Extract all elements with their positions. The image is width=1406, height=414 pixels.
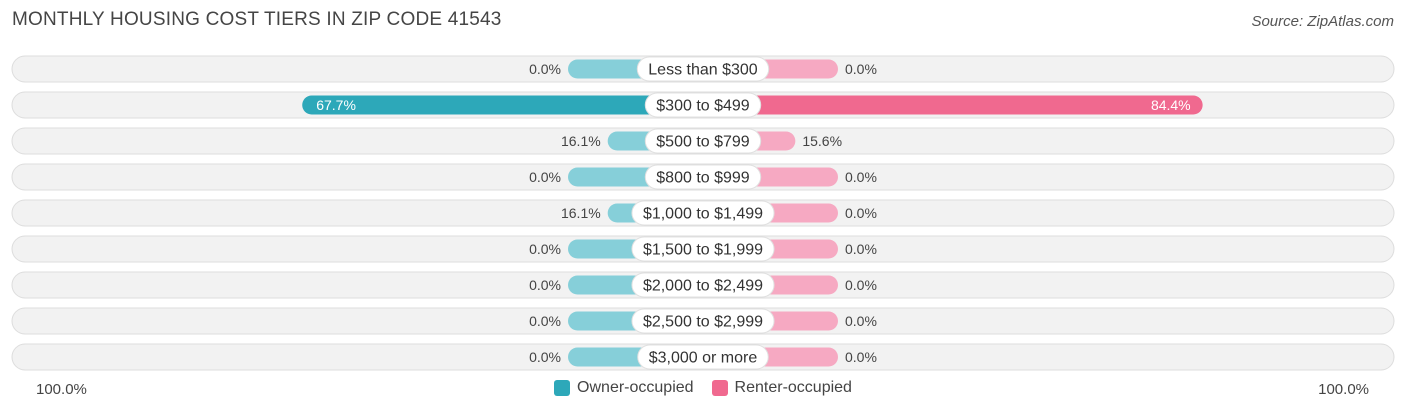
renter-value-label: 0.0% bbox=[845, 205, 877, 221]
category-label: $800 to $999 bbox=[656, 170, 750, 187]
legend-owner-label: Owner-occupied bbox=[577, 379, 694, 396]
owner-bar bbox=[302, 95, 703, 115]
category-pill bbox=[644, 164, 762, 190]
chart-title: MONTHLY HOUSING COST TIERS IN ZIP CODE 4… bbox=[12, 9, 502, 30]
category-label: $3,000 or more bbox=[649, 350, 758, 367]
owner-value-label: 16.1% bbox=[561, 205, 601, 221]
owner-value-label: 16.1% bbox=[561, 133, 601, 149]
owner-value-label: 0.0% bbox=[529, 313, 561, 329]
owner-value-label: 0.0% bbox=[529, 277, 561, 293]
renter-value-label: 15.6% bbox=[802, 133, 842, 149]
axis-right-label: 100.0% bbox=[1318, 381, 1369, 398]
owner-value-label: 0.0% bbox=[529, 61, 561, 77]
renter-value-label: 0.0% bbox=[845, 313, 877, 329]
owner-value-label: 0.0% bbox=[529, 349, 561, 365]
axis-left-label: 100.0% bbox=[36, 381, 87, 398]
renter-value-label: 0.0% bbox=[845, 61, 877, 77]
category-pill bbox=[631, 200, 775, 226]
category-label: Less than $300 bbox=[648, 62, 758, 79]
renter-value-label: 0.0% bbox=[845, 277, 877, 293]
category-pill bbox=[636, 56, 770, 82]
category-label: $1,500 to $1,999 bbox=[643, 242, 763, 259]
category-label: $500 to $799 bbox=[656, 134, 750, 151]
renter-value-label: 0.0% bbox=[845, 349, 877, 365]
owner-swatch bbox=[554, 380, 571, 396]
category-label: $2,500 to $2,999 bbox=[643, 314, 763, 331]
category-pill bbox=[631, 236, 775, 262]
category-label: $2,000 to $2,499 bbox=[643, 278, 763, 295]
renter-bar bbox=[703, 95, 1203, 115]
owner-value-label: 0.0% bbox=[529, 169, 561, 185]
owner-value-label: 0.0% bbox=[529, 241, 561, 257]
category-pill bbox=[631, 272, 775, 298]
source-credit: Source: ZipAtlas.com bbox=[1251, 13, 1394, 30]
legend-item-renter: Renter-occupied bbox=[711, 379, 852, 397]
renter-value-label: 0.0% bbox=[845, 169, 877, 185]
category-label: $300 to $499 bbox=[656, 98, 750, 115]
legend: Owner-occupied Renter-occupied bbox=[0, 379, 1406, 397]
renter-value-label: 0.0% bbox=[845, 241, 877, 257]
category-pill bbox=[644, 128, 762, 154]
legend-item-owner: Owner-occupied bbox=[554, 379, 694, 397]
diverging-bar-chart: 0.0% 0.0% Less than $300 67.7% 84.4% $300 to … bbox=[11, 55, 1395, 371]
renter-swatch bbox=[711, 380, 728, 396]
category-label: $1,000 to $1,499 bbox=[643, 206, 763, 223]
category-pill bbox=[644, 92, 762, 118]
owner-value-label: 67.7% bbox=[316, 97, 356, 113]
renter-value-label: 84.4% bbox=[1151, 97, 1191, 113]
category-pill bbox=[637, 344, 769, 370]
category-pill bbox=[631, 308, 775, 334]
legend-renter-label: Renter-occupied bbox=[734, 379, 852, 396]
